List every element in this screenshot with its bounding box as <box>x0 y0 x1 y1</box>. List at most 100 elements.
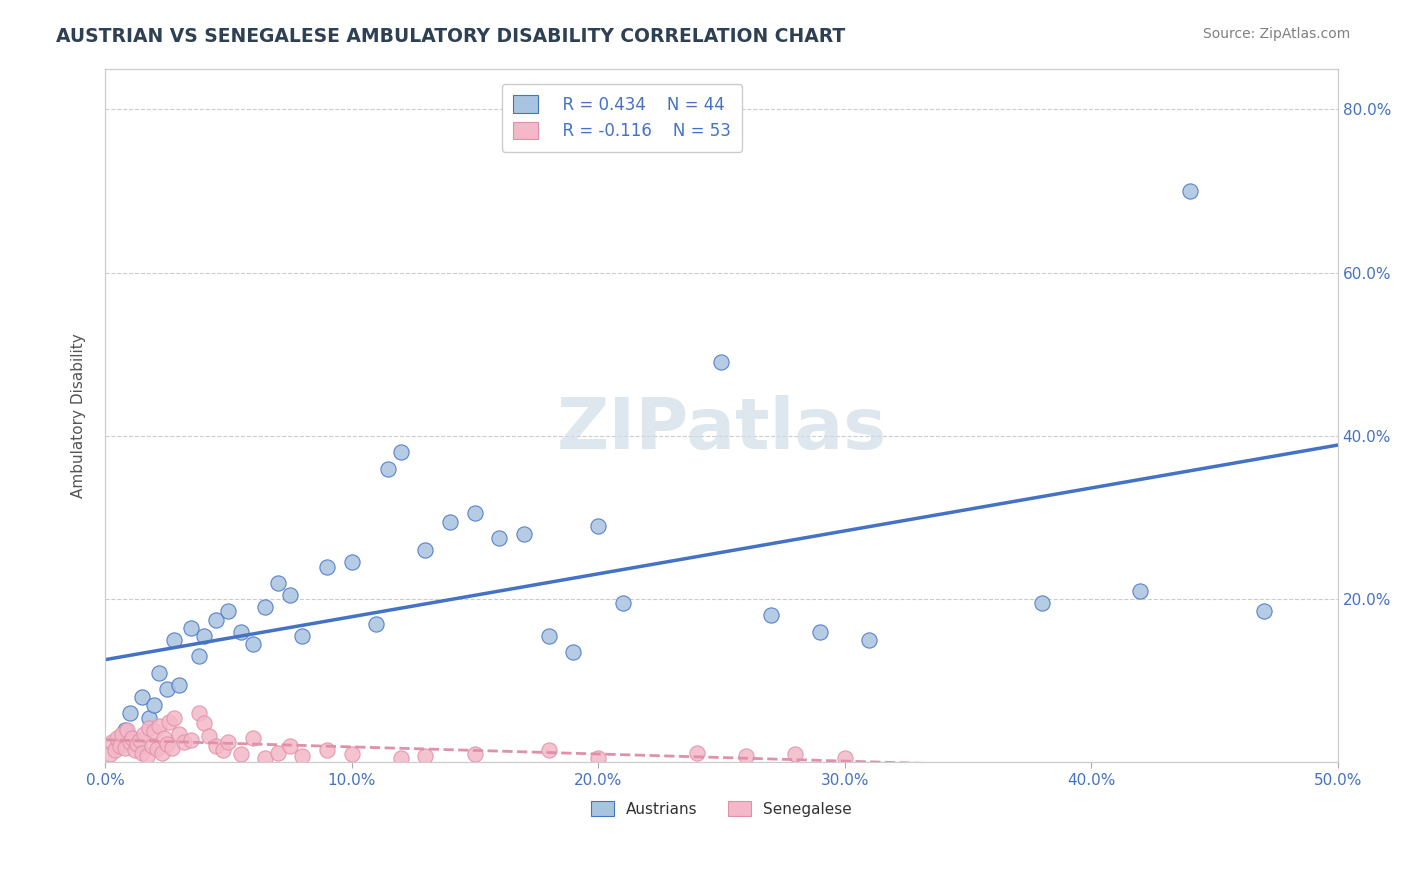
Point <box>148 665 170 680</box>
Point <box>131 690 153 705</box>
Point <box>135 748 157 763</box>
Point <box>377 461 399 475</box>
Point <box>685 746 707 760</box>
Point <box>187 706 209 721</box>
Point <box>167 727 190 741</box>
Point <box>205 613 228 627</box>
Text: AUSTRIAN VS SENEGALESE AMBULATORY DISABILITY CORRELATION CHART: AUSTRIAN VS SENEGALESE AMBULATORY DISABI… <box>56 27 845 45</box>
Point <box>163 710 186 724</box>
Point <box>173 735 195 749</box>
Point <box>513 526 536 541</box>
Point <box>124 735 146 749</box>
Point <box>143 698 166 713</box>
Point <box>340 747 363 762</box>
Point <box>212 743 235 757</box>
Point <box>586 751 609 765</box>
Point <box>254 751 277 765</box>
Point <box>160 740 183 755</box>
Point <box>156 681 179 696</box>
Point <box>858 632 880 647</box>
Point <box>366 616 388 631</box>
Point <box>138 721 160 735</box>
Point <box>105 739 128 753</box>
Point <box>114 740 136 755</box>
Point <box>278 739 301 753</box>
Point <box>254 600 277 615</box>
Point <box>156 738 179 752</box>
Point <box>145 742 167 756</box>
Point <box>439 515 461 529</box>
Point <box>735 748 758 763</box>
Point <box>612 596 634 610</box>
Point <box>834 751 856 765</box>
Legend: Austrians, Senegalese: Austrians, Senegalese <box>583 793 859 824</box>
Point <box>464 507 486 521</box>
Point <box>150 746 173 760</box>
Point <box>141 739 163 753</box>
Point <box>128 732 150 747</box>
Y-axis label: Ambulatory Disability: Ambulatory Disability <box>72 333 86 498</box>
Text: Source: ZipAtlas.com: Source: ZipAtlas.com <box>1202 27 1350 41</box>
Point <box>104 743 127 757</box>
Point <box>193 716 215 731</box>
Point <box>153 731 176 745</box>
Point <box>562 645 585 659</box>
Point <box>242 731 264 745</box>
Point <box>111 727 134 741</box>
Point <box>340 556 363 570</box>
Point <box>98 747 121 762</box>
Point <box>785 747 807 762</box>
Point <box>415 543 437 558</box>
Point <box>143 724 166 739</box>
Point <box>389 751 412 765</box>
Point <box>167 678 190 692</box>
Point <box>1129 584 1152 599</box>
Point <box>1253 604 1275 618</box>
Point <box>108 739 131 753</box>
Point <box>229 747 252 762</box>
Point <box>1178 184 1201 198</box>
Point <box>759 608 782 623</box>
Point <box>131 746 153 760</box>
Point <box>180 621 202 635</box>
Point <box>124 743 146 757</box>
Point <box>148 719 170 733</box>
Point <box>291 629 314 643</box>
Point <box>808 624 831 639</box>
Point <box>101 735 124 749</box>
Point <box>586 518 609 533</box>
Point <box>537 629 560 643</box>
Point <box>197 729 219 743</box>
Point <box>315 743 337 757</box>
Point <box>464 747 486 762</box>
Point <box>205 739 228 753</box>
Point <box>217 735 239 749</box>
Point <box>1031 596 1053 610</box>
Point <box>114 723 136 737</box>
Point <box>180 732 202 747</box>
Point <box>115 723 138 737</box>
Point <box>229 624 252 639</box>
Point <box>242 637 264 651</box>
Point <box>121 731 143 745</box>
Point <box>291 748 314 763</box>
Point <box>125 738 148 752</box>
Text: ZIPatlas: ZIPatlas <box>557 395 886 464</box>
Point <box>163 632 186 647</box>
Point <box>266 575 288 590</box>
Point <box>537 743 560 757</box>
Point <box>157 714 180 729</box>
Point <box>138 710 160 724</box>
Point <box>118 735 141 749</box>
Point <box>118 706 141 721</box>
Point <box>278 588 301 602</box>
Point <box>217 604 239 618</box>
Point <box>134 727 156 741</box>
Point <box>187 649 209 664</box>
Point <box>193 629 215 643</box>
Point <box>389 445 412 459</box>
Point <box>415 748 437 763</box>
Point <box>105 731 128 745</box>
Point <box>710 355 733 369</box>
Point <box>315 559 337 574</box>
